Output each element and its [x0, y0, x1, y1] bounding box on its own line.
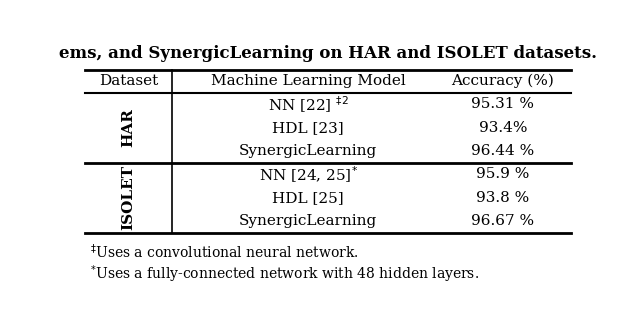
Text: Accuracy (%): Accuracy (%) — [451, 74, 554, 88]
Text: NN [22] $^{\ddagger 2}$: NN [22] $^{\ddagger 2}$ — [268, 94, 349, 115]
Text: ISOLET: ISOLET — [122, 165, 136, 230]
Text: Dataset: Dataset — [99, 74, 158, 88]
Text: Machine Learning Model: Machine Learning Model — [211, 74, 406, 88]
Text: 96.67 %: 96.67 % — [471, 214, 534, 228]
Text: 93.8 %: 93.8 % — [476, 191, 529, 205]
Text: HDL [25]: HDL [25] — [273, 191, 344, 205]
Text: NN [24, 25]$^{*}$: NN [24, 25]$^{*}$ — [259, 164, 358, 185]
Text: $^{*}$Uses a fully-connected network with 48 hidden layers.: $^{*}$Uses a fully-connected network wit… — [90, 263, 479, 285]
Text: HAR: HAR — [122, 108, 136, 147]
Text: 96.44 %: 96.44 % — [471, 144, 534, 158]
Text: SynergicLearning: SynergicLearning — [239, 214, 378, 228]
Text: ems, and SynergicLearning on HAR and ISOLET datasets.: ems, and SynergicLearning on HAR and ISO… — [59, 45, 597, 62]
Text: HDL [23]: HDL [23] — [273, 121, 344, 135]
Text: 95.31 %: 95.31 % — [471, 97, 534, 112]
Text: 95.9 %: 95.9 % — [476, 167, 529, 181]
Text: $^{\ddagger}$Uses a convolutional neural network.: $^{\ddagger}$Uses a convolutional neural… — [90, 243, 358, 261]
Text: 93.4%: 93.4% — [479, 121, 527, 135]
Text: SynergicLearning: SynergicLearning — [239, 144, 378, 158]
